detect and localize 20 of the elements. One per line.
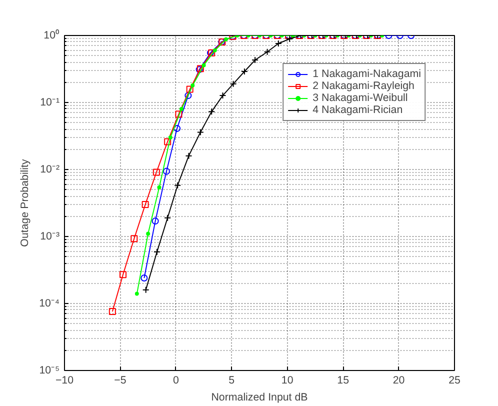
x-tick-label: −10 [55, 374, 74, 386]
x-tick-label: 5 [228, 374, 235, 386]
y-tick-label: 10⁻³ [40, 230, 60, 242]
x-tick-label: 15 [337, 374, 350, 386]
legend-label: 2 Nakagami-Rayleigh [312, 80, 414, 92]
x-tick-label: 25 [448, 374, 460, 386]
y-tick-label: 10⁰ [44, 28, 60, 42]
legend-label: 4 Nakagami-Rician [312, 104, 403, 116]
y-tick-label: 10⁻⁴ [39, 298, 60, 310]
y-tick-label: 10⁻⁵ [39, 364, 60, 376]
x-tick-label: 0 [172, 374, 179, 386]
y-axis-title: Outage Probability [19, 158, 32, 247]
x-axis-title: Normalized Input dB [211, 392, 308, 404]
y-tick-label: 10⁻² [40, 164, 60, 176]
legend-label: 3 Nakagami-Weibull [312, 92, 408, 104]
y-tick-label: 10⁻¹ [40, 96, 60, 108]
x-tick-label: −5 [114, 374, 126, 386]
x-tick-label: 10 [281, 374, 294, 386]
legend-label: 1 Nakagami-Nakagami [312, 68, 421, 80]
x-tick-label: 20 [392, 374, 405, 386]
